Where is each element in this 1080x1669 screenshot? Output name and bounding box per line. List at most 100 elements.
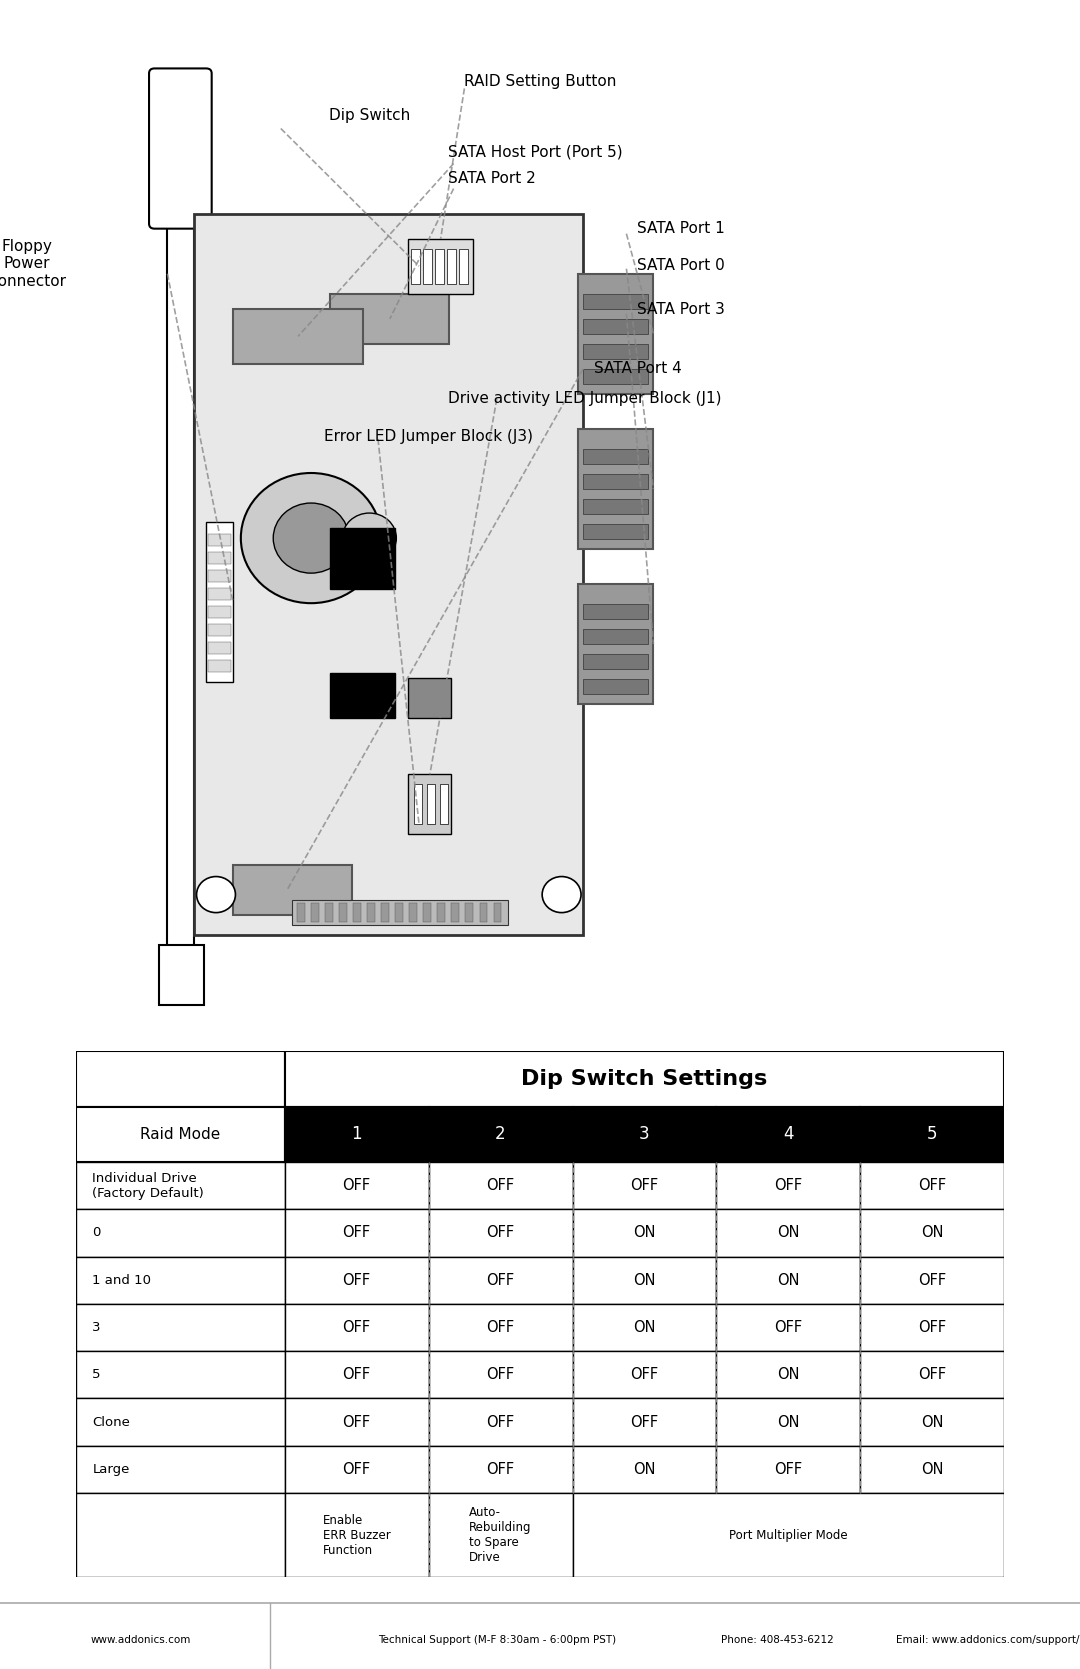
Text: Drive activity LED Jumper Block (J1): Drive activity LED Jumper Block (J1) xyxy=(448,392,721,406)
Circle shape xyxy=(197,876,235,913)
Bar xyxy=(583,294,648,309)
Bar xyxy=(76,1208,285,1257)
Bar xyxy=(330,673,395,718)
Circle shape xyxy=(273,502,349,572)
Bar xyxy=(583,604,648,619)
Bar xyxy=(429,1107,572,1162)
Bar xyxy=(716,1107,861,1162)
Bar xyxy=(480,903,487,921)
Bar xyxy=(583,474,648,489)
Bar xyxy=(194,214,583,935)
Bar xyxy=(429,1303,572,1352)
Bar xyxy=(408,239,473,294)
Bar xyxy=(427,784,435,824)
Bar xyxy=(572,1445,716,1494)
Bar xyxy=(716,1303,861,1352)
Text: OFF: OFF xyxy=(342,1415,370,1430)
Bar xyxy=(459,249,468,284)
Bar xyxy=(423,903,431,921)
Text: Phone: 408-453-6212: Phone: 408-453-6212 xyxy=(721,1636,834,1646)
Text: Individual Drive
(Factory Default): Individual Drive (Factory Default) xyxy=(92,1172,204,1200)
Bar xyxy=(339,903,347,921)
Text: Dip Switch: Dip Switch xyxy=(329,108,410,124)
Bar xyxy=(76,1303,285,1352)
Bar xyxy=(440,784,448,824)
Bar xyxy=(583,499,648,514)
Bar xyxy=(414,784,422,824)
Bar xyxy=(208,534,231,546)
Bar xyxy=(353,903,361,921)
Bar xyxy=(583,629,648,644)
Bar xyxy=(572,1107,716,1162)
Text: OFF: OFF xyxy=(486,1415,514,1430)
Bar xyxy=(285,1107,429,1162)
Bar xyxy=(76,1051,285,1107)
Text: 5: 5 xyxy=(927,1125,937,1143)
Text: ON: ON xyxy=(921,1415,944,1430)
Bar xyxy=(208,552,231,564)
Bar xyxy=(411,249,420,284)
Bar xyxy=(429,1208,572,1257)
Bar xyxy=(429,1162,572,1208)
Bar xyxy=(494,903,501,921)
Bar xyxy=(572,1162,716,1208)
Bar xyxy=(76,1257,285,1303)
Bar xyxy=(159,945,204,1005)
Bar xyxy=(429,1445,572,1494)
Circle shape xyxy=(542,876,581,913)
Bar xyxy=(716,1352,861,1399)
Text: 3: 3 xyxy=(639,1125,650,1143)
Bar xyxy=(208,606,231,618)
Text: www.addonics.com: www.addonics.com xyxy=(91,1636,190,1646)
Text: OFF: OFF xyxy=(342,1320,370,1335)
Text: SATA Port 0: SATA Port 0 xyxy=(637,259,725,274)
Text: ON: ON xyxy=(778,1367,799,1382)
Bar xyxy=(583,449,648,464)
Bar xyxy=(285,1494,429,1577)
Bar xyxy=(297,903,305,921)
Text: OFF: OFF xyxy=(486,1273,514,1288)
Text: ON: ON xyxy=(633,1225,656,1240)
Text: Enable
ERR Buzzer
Function: Enable ERR Buzzer Function xyxy=(323,1514,391,1557)
Bar xyxy=(285,1208,429,1257)
Bar xyxy=(861,1162,1004,1208)
Bar xyxy=(716,1208,861,1257)
Text: Error LED Jumper Block (J3): Error LED Jumper Block (J3) xyxy=(324,429,534,444)
Bar xyxy=(861,1399,1004,1445)
Text: ON: ON xyxy=(921,1225,944,1240)
Bar xyxy=(395,903,403,921)
Bar xyxy=(572,1399,716,1445)
Text: 1 and 10: 1 and 10 xyxy=(92,1273,151,1287)
Bar xyxy=(429,1494,572,1577)
Text: OFF: OFF xyxy=(631,1415,659,1430)
Bar xyxy=(861,1208,1004,1257)
Bar xyxy=(285,1257,429,1303)
Text: ON: ON xyxy=(633,1462,656,1477)
Bar xyxy=(208,624,231,636)
Bar xyxy=(572,1494,1004,1577)
Text: 3: 3 xyxy=(92,1320,100,1334)
Bar xyxy=(437,903,445,921)
Bar xyxy=(208,661,231,673)
Bar xyxy=(408,678,451,718)
Text: SATA Port 3: SATA Port 3 xyxy=(637,302,725,317)
Bar xyxy=(285,1352,429,1399)
Text: Raid Mode: Raid Mode xyxy=(140,1127,220,1142)
Bar xyxy=(572,1352,716,1399)
Text: OFF: OFF xyxy=(631,1178,659,1193)
Bar xyxy=(572,1208,716,1257)
Bar xyxy=(465,903,473,921)
Text: Technical Support (M-F 8:30am - 6:00pm PST): Technical Support (M-F 8:30am - 6:00pm P… xyxy=(378,1636,616,1646)
Text: ON: ON xyxy=(778,1225,799,1240)
Bar xyxy=(447,249,456,284)
Bar xyxy=(330,294,449,344)
Bar xyxy=(285,1445,429,1494)
Text: OFF: OFF xyxy=(774,1462,802,1477)
Bar xyxy=(285,1399,429,1445)
Text: 4: 4 xyxy=(783,1125,794,1143)
Bar xyxy=(206,522,233,683)
Text: 0: 0 xyxy=(92,1227,100,1240)
Bar xyxy=(208,571,231,582)
Text: ON: ON xyxy=(633,1273,656,1288)
Text: Floppy
Power
Connector: Floppy Power Connector xyxy=(0,239,67,289)
